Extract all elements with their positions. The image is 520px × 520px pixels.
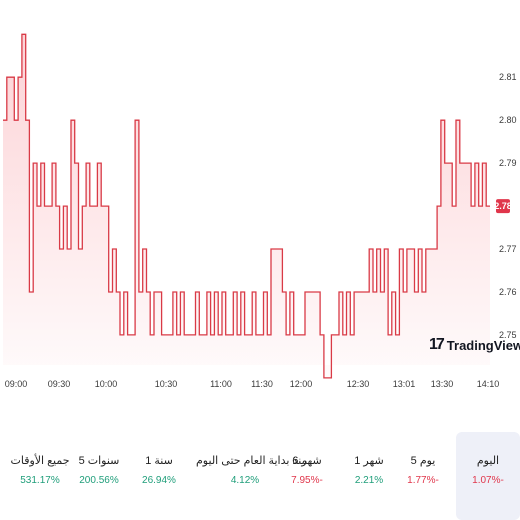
period-5-years[interactable]: 5 سنوات 200.56% xyxy=(67,432,131,520)
period-label: اليوم xyxy=(476,455,500,467)
x-axis: 09:00 09:30 10:00 10:30 11:00 11:30 12:00 12:30… xyxy=(5,379,500,389)
price-line xyxy=(3,33,490,379)
x-tick-label: 09:30 xyxy=(48,379,71,389)
price-area-fill xyxy=(3,34,490,378)
period-label: جميع الأوقات xyxy=(10,455,70,467)
period-label: 1 شهر xyxy=(354,455,384,467)
x-tick-label: 13:01 xyxy=(393,379,416,389)
period-all-time[interactable]: جميع الأوقات 531.17% xyxy=(7,432,73,520)
performance-periods: اليوم 1.07%- 5 يوم 1.77%- 1 شهر 2.21% 6 شهر… xyxy=(0,432,520,520)
x-tick-label: 10:30 xyxy=(155,379,178,389)
period-1-year[interactable]: 1 سنة 26.94% xyxy=(127,432,191,520)
period-value: 7.95%- xyxy=(291,475,323,486)
period-value: 1.77%- xyxy=(407,475,439,486)
period-label: 6 شهر xyxy=(292,455,322,467)
tradingview-wordmark: TradingView xyxy=(446,337,520,353)
period-label: 1 سنة xyxy=(145,455,173,467)
x-tick-label: 12:30 xyxy=(347,379,370,389)
period-value: 26.94% xyxy=(142,475,176,486)
price-chart[interactable]: 2.81 2.80 2.79 2.77 2.76 2.75 09:00 09:30 10:00… xyxy=(0,0,520,400)
y-axis: 2.81 2.80 2.79 2.77 2.76 2.75 xyxy=(499,72,517,340)
x-tick-label: 11:00 xyxy=(210,379,232,389)
tradingview-logo[interactable]: 17 TradingView xyxy=(429,333,520,357)
y-tick-label: 2.76 xyxy=(499,287,517,297)
period-label: 5 سنوات xyxy=(78,455,120,467)
tradingview-mark-icon: 17 xyxy=(429,336,445,353)
period-today[interactable]: اليوم 1.07%- xyxy=(456,432,520,520)
period-ytd[interactable]: منذ بداية العام حتى اليوم 4.12% xyxy=(196,432,308,520)
x-tick-label: 14:10 xyxy=(477,379,500,389)
period-1-month[interactable]: 1 شهر 2.21% xyxy=(337,432,401,520)
period-5-days[interactable]: 5 يوم 1.77%- xyxy=(391,432,455,520)
period-label: منذ بداية العام حتى اليوم xyxy=(196,455,308,467)
last-price-label: 2.78 xyxy=(494,201,512,211)
x-tick-label: 10:00 xyxy=(95,379,118,389)
x-tick-label: 12:00 xyxy=(290,379,313,389)
period-value: 531.17% xyxy=(20,475,60,486)
period-value: 4.12% xyxy=(230,475,260,486)
x-tick-label: 13:30 xyxy=(431,379,454,389)
period-value: 2.21% xyxy=(354,475,384,486)
last-price-badge: 2.78 xyxy=(494,199,512,214)
x-tick-label: 09:00 xyxy=(5,379,28,389)
period-6-months[interactable]: 6 شهر 7.95%- xyxy=(272,432,342,520)
period-label: 5 يوم xyxy=(410,455,436,467)
y-tick-label: 2.80 xyxy=(499,115,517,125)
y-tick-label: 2.79 xyxy=(499,158,517,168)
y-tick-label: 2.81 xyxy=(499,72,517,82)
period-value: 200.56% xyxy=(79,475,119,486)
period-value: 1.07%- xyxy=(472,475,504,486)
y-tick-label: 2.75 xyxy=(499,330,517,340)
y-tick-label: 2.77 xyxy=(499,244,517,254)
x-tick-label: 11:30 xyxy=(251,379,273,389)
